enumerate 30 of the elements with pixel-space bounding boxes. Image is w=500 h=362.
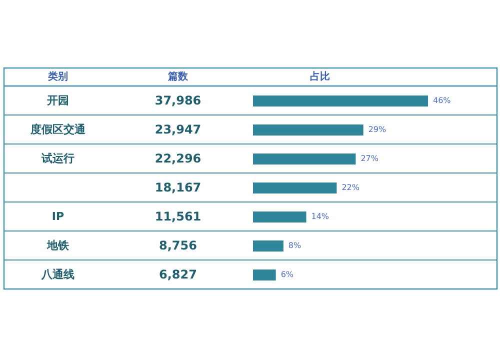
data-label: 46% <box>433 96 452 105</box>
text: 22,296 <box>154 152 202 166</box>
data-label: 6% <box>280 270 294 279</box>
data-label: 8% <box>288 241 302 250</box>
text: 6,827 <box>159 268 197 282</box>
text: 18,167 <box>154 180 202 194</box>
text: 8,756 <box>159 238 197 252</box>
bar <box>253 124 364 136</box>
bar <box>253 154 356 164</box>
y-tick-label: 开园 <box>46 94 69 107</box>
bar <box>253 212 306 222</box>
data-label: 27% <box>360 154 379 163</box>
bar <box>253 182 337 194</box>
y-axis-title: 类别 <box>47 70 68 82</box>
data-label: 14% <box>311 212 330 221</box>
y-tick-label: 八通线 <box>40 268 74 281</box>
text: 23,947 <box>154 122 202 136</box>
text: 11,561 <box>154 210 202 224</box>
y-tick-label: 试运行 <box>40 152 74 165</box>
x-axis-title: 占比 <box>310 70 330 82</box>
y-tick-label: 地铁 <box>46 239 70 252</box>
bar <box>253 240 284 252</box>
bar <box>253 96 428 106</box>
legend-title: 篇数 <box>167 70 189 82</box>
text: 37,986 <box>154 94 202 108</box>
data-label: 22% <box>342 183 360 192</box>
data-label: 29% <box>368 125 387 134</box>
y-tick-label: 度假区交通 <box>30 123 86 136</box>
bar <box>253 270 276 280</box>
y-tick-label: IP <box>52 210 64 223</box>
